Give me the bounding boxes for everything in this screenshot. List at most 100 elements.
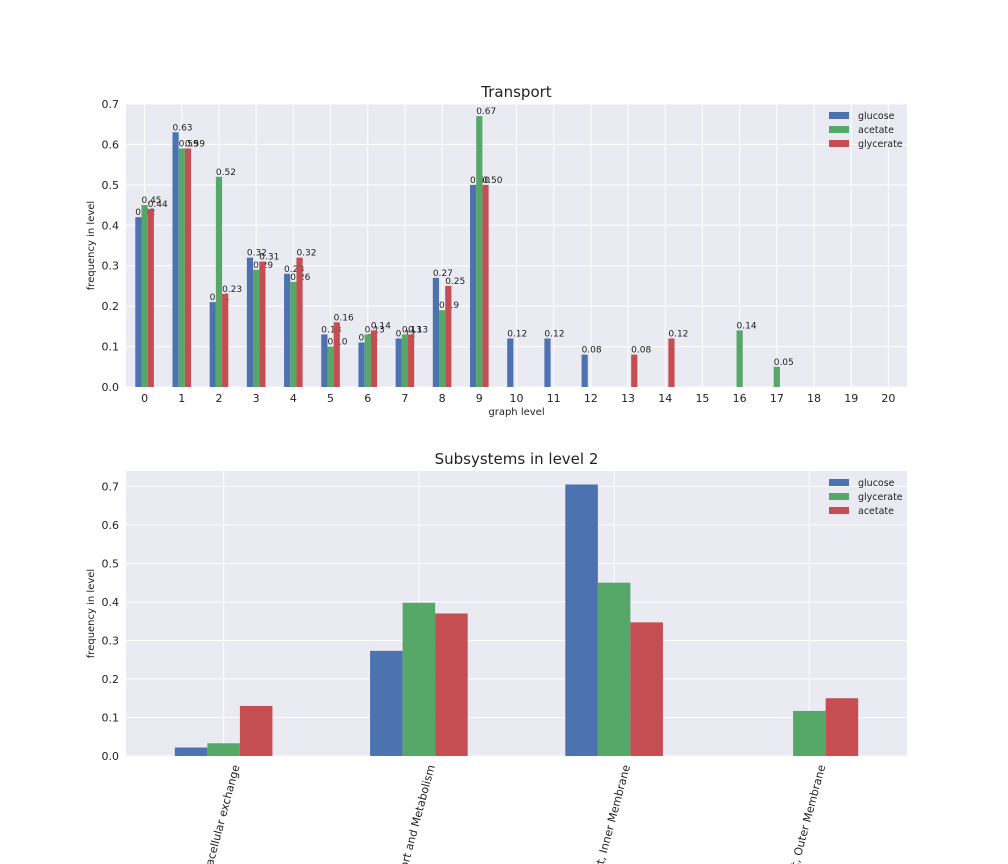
bar-glucose [432, 277, 440, 387]
legend-swatch-glucose [829, 112, 849, 119]
x-tick-label: 6 [364, 392, 371, 405]
legend-entry: glucose [858, 478, 895, 489]
bar-glucose [581, 354, 588, 387]
data-label: 0.25 [445, 277, 465, 287]
x-tick-label: 11 [547, 392, 561, 405]
y-tick-label: 0.4 [102, 596, 120, 609]
x-axis-label: graph level [488, 407, 544, 418]
y-axis-label: frequency in level [86, 201, 97, 290]
data-label: 0.67 [476, 107, 496, 117]
data-label: 0.16 [334, 313, 354, 323]
bar-glycerate [370, 330, 378, 387]
x-tick-label: 12 [584, 392, 598, 405]
chart-subsystems-level-2: 0.0 0.1 0.2 0.3 0.4 0.5 0.6 0.7 racellular excha… [86, 450, 907, 864]
bar-acetate [141, 205, 148, 387]
legend-swatch-glucose [829, 479, 849, 486]
bar-glucose [284, 273, 291, 387]
y-tick-label: 0.1 [102, 341, 120, 354]
bar-acetate [239, 705, 273, 756]
bar-glycerate [668, 338, 675, 387]
x-tick-label: 4 [290, 392, 297, 405]
bar-glycerate [445, 285, 452, 387]
y-tick-label: 0.1 [102, 711, 120, 724]
legend-entry: glucose [858, 111, 895, 122]
y-tick-label: 0.0 [102, 750, 120, 763]
y-tick-label: 0.6 [102, 519, 120, 532]
bar-glycerate [147, 209, 154, 387]
bar-acetate [476, 116, 483, 387]
bar-glycerate [296, 257, 303, 387]
legend-swatch-glycerate [829, 140, 849, 147]
bar-glucose [395, 338, 402, 387]
bar-glucose [544, 338, 551, 387]
x-tick-label: 3 [253, 392, 260, 405]
y-tick-label: 0.5 [102, 557, 120, 570]
bar-glycerate [408, 334, 415, 387]
legend-entry: acetate [858, 506, 894, 517]
data-label: 0.13 [321, 325, 341, 335]
data-label: 0.28 [284, 265, 304, 275]
bar-glucose [172, 132, 179, 387]
y-tick-label: 0.7 [102, 98, 120, 111]
data-label: 0.59 [185, 139, 205, 149]
x-tick-label: 15 [695, 392, 709, 405]
data-label: 0.59 [179, 139, 199, 149]
y-tick-label: 0.7 [102, 480, 120, 493]
bar-acetate [290, 281, 297, 387]
data-label: 0.27 [433, 269, 453, 279]
bar-glycerate [482, 184, 489, 387]
bar-glycerate [222, 294, 229, 387]
data-label: 0.08 [631, 346, 651, 356]
data-label: 0.13 [408, 325, 428, 335]
x-tick-label: 18 [807, 392, 821, 405]
x-tick-label: racellular exchange [202, 763, 243, 864]
bar-acetate [773, 366, 780, 387]
bar-acetate [215, 176, 223, 387]
data-label: 0.05 [774, 358, 794, 368]
data-label: 0.12 [668, 329, 688, 339]
data-label: 0.32 [247, 249, 267, 259]
data-label: 0.08 [582, 346, 602, 356]
data-label: 0.32 [296, 249, 316, 259]
x-tick-label: 7 [401, 392, 408, 405]
data-label: 0.14 [371, 321, 391, 331]
bar-acetate [253, 269, 260, 387]
bar-glycerate [793, 710, 826, 756]
data-label: 0.31 [259, 253, 279, 263]
x-tick-label: rt, Inner Membrane [593, 763, 633, 864]
legend-swatch-acetate [829, 507, 849, 514]
bar-glycerate [259, 261, 266, 387]
x-tick-label: ort and Metabolism [398, 763, 438, 864]
bar-glucose [565, 484, 598, 756]
bar-glucose [321, 334, 328, 387]
bar-acetate [439, 310, 446, 387]
y-tick-label: 0.0 [102, 381, 120, 394]
x-tick-label: 8 [439, 392, 446, 405]
y-axis-label: frequency in level [86, 569, 97, 658]
bar-glucose [209, 302, 216, 387]
data-label: 0.52 [216, 168, 236, 178]
x-tick-label: 2 [215, 392, 222, 405]
data-label: 0.23 [222, 285, 242, 295]
chart-transport: 0.00.10.20.30.40.50.60.70.420.630.210.32… [86, 83, 907, 418]
bar-acetate [364, 334, 371, 387]
x-tick-label: 13 [621, 392, 635, 405]
data-label: 0.12 [544, 329, 564, 339]
data-label: 0.14 [737, 321, 757, 331]
y-tick-label: 0.2 [102, 673, 120, 686]
chart-title: Subsystems in level 2 [435, 450, 599, 468]
legend-swatch-glycerate [829, 493, 849, 500]
bar-glucose [358, 342, 365, 387]
bar-glucose [370, 650, 403, 756]
bar-glycerate [631, 354, 638, 387]
data-label: 0.44 [148, 200, 168, 210]
bar-acetate [401, 334, 409, 387]
bar-glycerate [402, 602, 436, 756]
bar-glycerate [207, 743, 240, 756]
bar-glucose [507, 338, 514, 387]
bar-acetate [178, 148, 185, 387]
bar-glucose [246, 257, 254, 387]
bar-acetate [825, 698, 859, 756]
x-tick-label: 16 [733, 392, 747, 405]
legend-entry: glycerate [858, 139, 903, 150]
